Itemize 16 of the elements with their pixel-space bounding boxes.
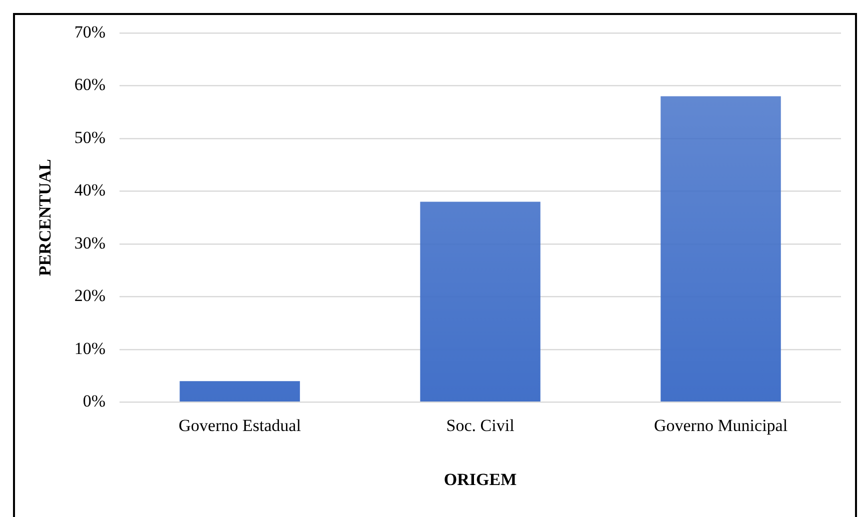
y-tick-label: 60% bbox=[74, 75, 106, 94]
x-tick-label: Governo Municipal bbox=[654, 416, 788, 435]
x-tick-label: Governo Estadual bbox=[178, 416, 302, 435]
bar bbox=[420, 202, 540, 402]
y-axis-title: PERCENTUAL bbox=[36, 159, 55, 276]
x-axis-title: ORIGEM bbox=[444, 470, 517, 490]
y-tick-label: 0% bbox=[82, 392, 106, 411]
x-tick-label: Soc. Civil bbox=[446, 416, 515, 435]
y-tick-label: 20% bbox=[74, 286, 106, 306]
bar bbox=[180, 381, 300, 402]
y-tick-label: 10% bbox=[74, 338, 106, 358]
bar bbox=[660, 96, 781, 402]
y-tick-label: 30% bbox=[74, 233, 106, 252]
y-tick-label: 50% bbox=[74, 128, 106, 147]
y-tick-label: 40% bbox=[74, 180, 106, 200]
y-tick-label: 70% bbox=[74, 22, 106, 42]
